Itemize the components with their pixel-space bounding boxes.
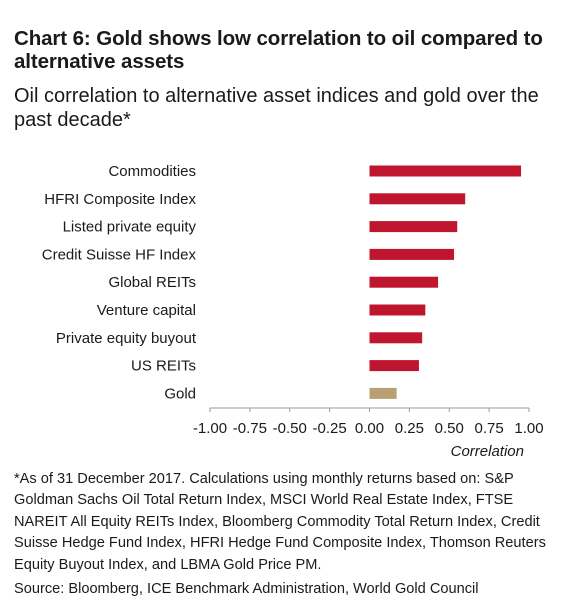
bar-private-equity-buyout	[369, 332, 423, 344]
category-label-hfri-composite-index: HFRI Composite Index	[44, 191, 196, 208]
x-axis	[209, 407, 530, 412]
bar-venture-capital	[369, 304, 426, 316]
category-label-us-reits: US REITs	[131, 358, 196, 375]
category-label-listed-private-equity: Listed private equity	[63, 219, 197, 236]
x-tick-label: -1.00	[193, 420, 227, 437]
chart-subtitle: Oil correlation to alternative asset ind…	[14, 85, 539, 131]
bar-gold	[369, 387, 397, 399]
chart-title: Chart 6: Gold shows low correlation to o…	[14, 27, 543, 73]
category-label-global-reits: Global REITs	[108, 274, 196, 291]
category-label-gold: Gold	[164, 385, 196, 402]
bar-commodities	[369, 165, 522, 177]
bar-global-reits	[369, 276, 439, 288]
bar-chart: Commodities HFRI Composite Index Listed pr…	[42, 163, 544, 460]
bars	[369, 165, 522, 399]
x-tick-label: 0.50	[435, 420, 464, 437]
bar-credit-suisse-hf-index	[369, 248, 455, 260]
x-tick-label: -0.25	[313, 420, 347, 437]
category-label-credit-suisse-hf-index: Credit Suisse HF Index	[42, 246, 197, 263]
x-tick-label: 0.75	[475, 420, 504, 437]
x-tick-label: 0.00	[355, 420, 384, 437]
category-label-private-equity-buyout: Private equity buyout	[56, 330, 197, 347]
x-axis-label: Correlation	[451, 443, 524, 460]
category-label-venture-capital: Venture capital	[97, 302, 196, 319]
category-label-commodities: Commodities	[108, 163, 196, 180]
x-tick-label: 1.00	[514, 420, 543, 437]
footnote: *As of 31 December 2017. Calculations us…	[14, 471, 546, 573]
source-note: Source: Bloomberg, ICE Benchmark Adminis…	[14, 581, 479, 597]
x-tick-label: 0.25	[395, 420, 424, 437]
x-tick-label: -0.50	[273, 420, 307, 437]
bar-listed-private-equity	[369, 221, 458, 233]
bar-hfri-composite-index	[369, 193, 466, 205]
x-tick-labels: -1.00 -0.75 -0.50 -0.25 0.00 0.25 0.50 0.75 1.00	[193, 420, 544, 437]
bar-us-reits	[369, 360, 419, 372]
x-tick-label: -0.75	[233, 420, 267, 437]
category-labels: Commodities HFRI Composite Index Listed pr…	[42, 163, 197, 402]
